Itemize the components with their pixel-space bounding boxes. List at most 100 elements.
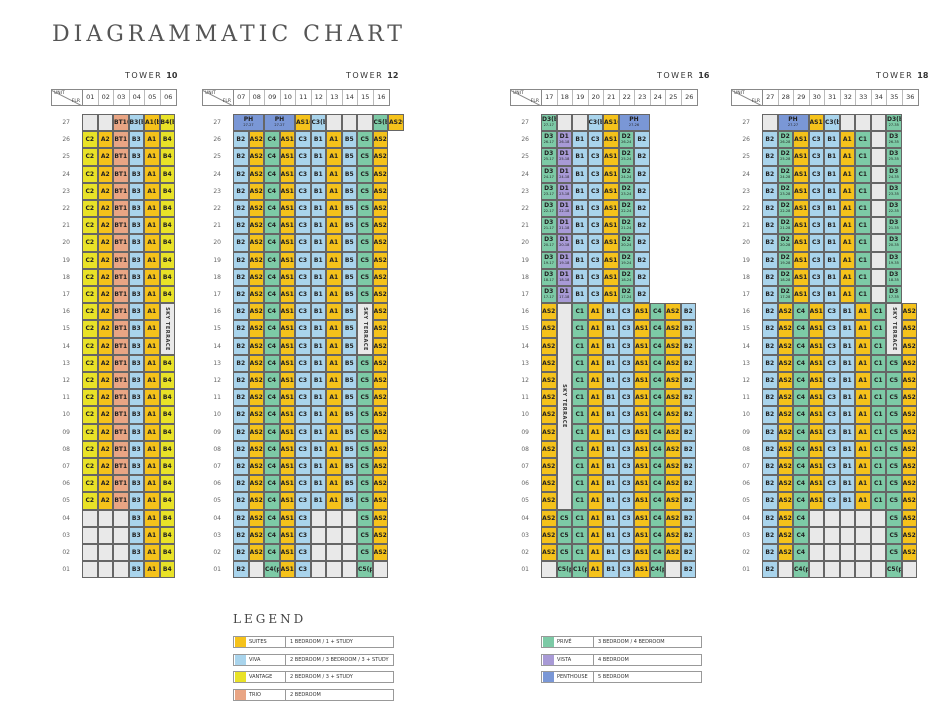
unit-cell: B4 xyxy=(159,251,175,269)
unit-cell: B2 xyxy=(680,320,696,338)
unit-number: 28 xyxy=(779,90,794,105)
unit-cell: A1 xyxy=(326,286,342,304)
unit-cell: BT1 xyxy=(113,423,129,441)
unit-cell: A2 xyxy=(97,354,113,372)
unit-cell: A1 xyxy=(144,458,160,476)
unit-cell: A2 xyxy=(97,217,113,235)
floor-label: 19 xyxy=(62,256,70,264)
unit-cell xyxy=(341,509,357,527)
unit-cell: C3 xyxy=(824,440,840,458)
unit-cell: C3 xyxy=(295,303,311,321)
unit-cell: C3 xyxy=(808,268,824,286)
unit-cell: AS1 xyxy=(793,234,809,252)
unit-cell: AS2 xyxy=(372,303,388,321)
unit-cell: C4 xyxy=(264,131,280,149)
unit-cell: A1 xyxy=(587,337,603,355)
unit-cell: AS1 xyxy=(793,131,809,149)
unit-cell: A1 xyxy=(144,475,160,493)
unit-cell: B2 xyxy=(762,423,778,441)
unit-cell: C3 xyxy=(808,165,824,183)
unit-cell: C3 xyxy=(618,337,634,355)
unit-cell: B1 xyxy=(839,440,855,458)
unit-cell: C3 xyxy=(295,544,311,562)
unit-cell: A1 xyxy=(855,440,871,458)
unit-cell: B4 xyxy=(159,131,175,149)
unit-cell: C1 xyxy=(870,406,886,424)
unit-cell xyxy=(839,114,855,132)
floor-label: 17 xyxy=(213,291,221,298)
floor-label: 15 xyxy=(62,325,70,333)
unit-cell: C3 xyxy=(295,200,311,218)
unit-cell: AS2 xyxy=(777,509,793,527)
unit-cell: AS2 xyxy=(372,406,388,424)
floor-label: 05 xyxy=(521,497,529,505)
unit-cell: C3 xyxy=(824,354,840,372)
unit-cell: A1 xyxy=(326,268,342,286)
unit-cell: B1 xyxy=(572,148,588,166)
unit-cell: C4(p) xyxy=(793,561,809,579)
unit-cell: AS1 xyxy=(603,217,619,235)
unit-cell: AS2 xyxy=(901,337,917,355)
unit-cell: C4 xyxy=(793,526,809,544)
legend-item: VISTA 4 BEDROOM xyxy=(541,654,702,666)
unit-cell: A1 xyxy=(144,200,160,218)
legend-swatch xyxy=(235,672,246,682)
unit-cell: B4 xyxy=(159,268,175,286)
floor-label: 18 xyxy=(62,273,70,281)
unit-cell: B2 xyxy=(762,182,778,200)
unit-cell: A2 xyxy=(97,440,113,458)
unit-cell: AS2 xyxy=(541,526,557,544)
floor-label: 26 xyxy=(521,136,529,144)
unit-cell xyxy=(777,561,793,579)
unit-cell: C4 xyxy=(264,320,280,338)
unit-cell: AS1 xyxy=(634,440,650,458)
unit-cell: C1 xyxy=(572,509,588,527)
unit-number: 14 xyxy=(343,90,358,105)
unit-cell: AS2 xyxy=(665,406,681,424)
unit-cell: AS2 xyxy=(372,234,388,252)
unit-cell: A1 xyxy=(144,268,160,286)
unit-cell: C4 xyxy=(264,217,280,235)
unit-cell: C3 xyxy=(618,303,634,321)
unit-cell: B2 xyxy=(233,372,249,390)
unit-cell: AS2 xyxy=(248,509,264,527)
unit-cell xyxy=(855,544,871,562)
unit-cell: A1 xyxy=(839,182,855,200)
unit-cell: B2 xyxy=(762,475,778,493)
unit-cell: C1 xyxy=(572,475,588,493)
unit-number: 33 xyxy=(856,90,872,105)
unit-cell: AS1 xyxy=(279,372,295,390)
floor-label: 12 xyxy=(213,377,221,384)
unit-cell: B2 xyxy=(233,337,249,355)
unit-cell: C3 xyxy=(587,131,603,149)
floor-label: 19 xyxy=(742,256,750,264)
unit-cell: AS1 xyxy=(279,148,295,166)
unit-cell: D2 19-24 xyxy=(618,251,634,269)
unit-cell: C3 xyxy=(295,286,311,304)
unit-cell: C2 xyxy=(82,165,98,183)
legend-swatch xyxy=(235,655,246,665)
unit-cell: B4 xyxy=(159,475,175,493)
unit-cell: B5 xyxy=(341,337,357,355)
unit-cell: B1 xyxy=(824,148,840,166)
unit-cell: C3 xyxy=(295,131,311,149)
unit-cell: AS1 xyxy=(808,440,824,458)
unit-cell: C2 xyxy=(82,268,98,286)
unit-cell: C1(p) xyxy=(572,561,588,579)
unit-cell: AS2 xyxy=(777,440,793,458)
unit-cell: C5 xyxy=(357,389,373,407)
unit-cell: AS1 xyxy=(603,148,619,166)
unit-cell: AS1 xyxy=(279,182,295,200)
unit-number: 07 xyxy=(234,90,250,105)
unit-cell: C5 xyxy=(357,234,373,252)
floor-label: 16 xyxy=(521,308,529,316)
floor-label: 23 xyxy=(521,187,529,195)
unit-cell: C3 xyxy=(824,458,840,476)
unit-cell: D3 19-35 xyxy=(886,251,902,269)
unit-cell: C3 xyxy=(824,303,840,321)
unit-cell: A1 xyxy=(144,320,160,338)
unit-cell: AS2 xyxy=(248,406,264,424)
unit-cell: B1 xyxy=(572,165,588,183)
unit-cell: C3 xyxy=(295,406,311,424)
unit-cell: AS2 xyxy=(777,475,793,493)
